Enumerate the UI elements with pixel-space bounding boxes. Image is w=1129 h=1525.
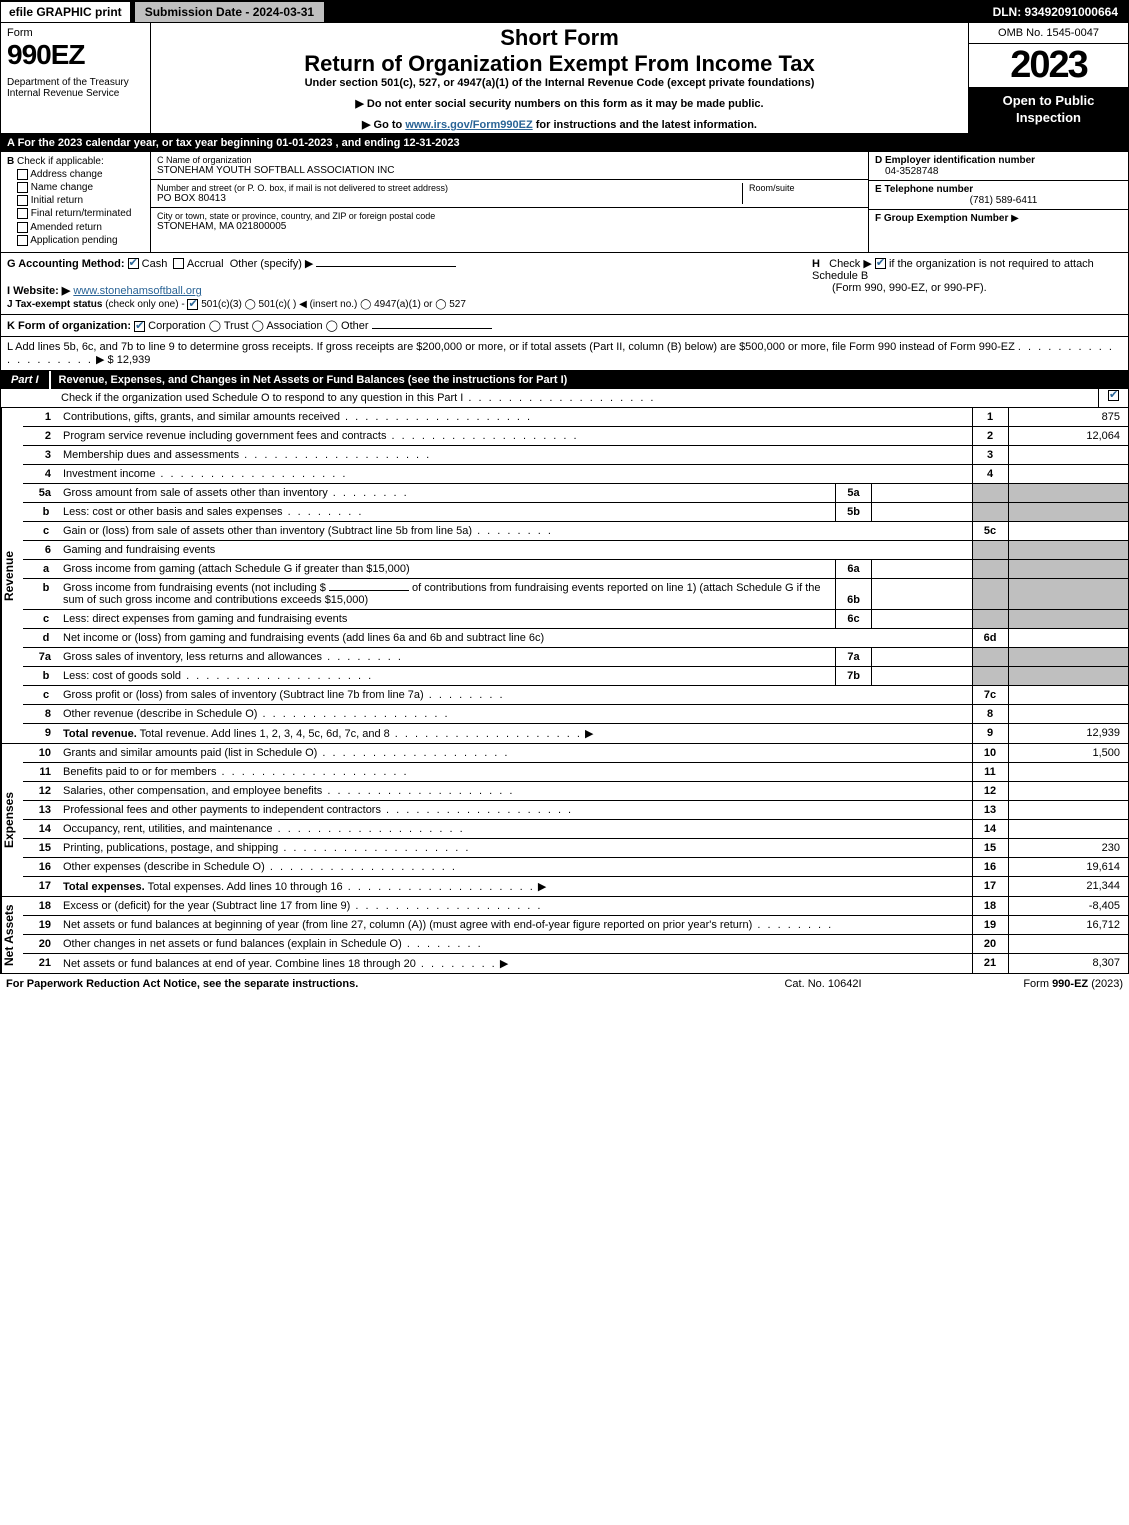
row-i: I Website: ▶ www.stonehamsoftball.org <box>7 284 802 297</box>
goto-line: ▶ Go to www.irs.gov/Form990EZ for instru… <box>159 118 960 131</box>
room-label: Room/suite <box>749 183 862 193</box>
website-link[interactable]: www.stonehamsoftball.org <box>73 285 201 297</box>
header-center: Short Form Return of Organization Exempt… <box>151 23 968 133</box>
row-h: H Check ▶ if the organization is not req… <box>802 257 1122 310</box>
short-form-title: Short Form <box>159 25 960 51</box>
val-18: -8,405 <box>1008 897 1128 916</box>
val-9: 12,939 <box>1008 723 1128 743</box>
val-15: 230 <box>1008 838 1128 857</box>
meta-ghijk: G Accounting Method: Cash Accrual Other … <box>1 253 1128 315</box>
tax-year: 2023 <box>969 44 1128 87</box>
val-2: 12,064 <box>1008 426 1128 445</box>
chk-amended-return[interactable]: Amended return <box>17 222 144 233</box>
omb-label: OMB No. 1545-0047 <box>969 23 1128 44</box>
revenue-section: Revenue 1Contributions, gifts, grants, a… <box>1 408 1128 744</box>
header-right: OMB No. 1545-0047 2023 Open to Public In… <box>968 23 1128 133</box>
val-17: 21,344 <box>1008 876 1128 896</box>
form-container: efile GRAPHIC print Submission Date - 20… <box>0 0 1129 974</box>
chk-part1-scho[interactable] <box>1108 390 1119 401</box>
f-group-label: F Group Exemption Number <box>875 213 1008 224</box>
row-k: K Form of organization: Corporation ◯ Tr… <box>1 315 1128 337</box>
footer-left: For Paperwork Reduction Act Notice, see … <box>6 978 723 990</box>
netassets-table: 18Excess or (deficit) for the year (Subt… <box>23 897 1128 973</box>
expenses-side-label: Expenses <box>1 744 23 896</box>
chk-h[interactable] <box>875 258 886 269</box>
topbar: efile GRAPHIC print Submission Date - 20… <box>1 1 1128 23</box>
part1-sub: Check if the organization used Schedule … <box>1 389 1128 408</box>
addr-label: Number and street (or P. O. box, if mail… <box>157 183 742 193</box>
val-19: 16,712 <box>1008 915 1128 934</box>
d-ein-value: 04-3528748 <box>875 166 1122 177</box>
org-name: STONEHAM YOUTH SOFTBALL ASSOCIATION INC <box>157 165 862 176</box>
val-21: 8,307 <box>1008 953 1128 973</box>
open-inspection-badge: Open to Public Inspection <box>969 87 1128 133</box>
d-ein-label: D Employer identification number <box>875 155 1122 166</box>
city-label: City or town, state or province, country… <box>157 211 862 221</box>
chk-application-pending[interactable]: Application pending <box>17 235 144 246</box>
expenses-table: 10Grants and similar amounts paid (list … <box>23 744 1128 896</box>
dln-label: DLN: 93492091000664 <box>983 2 1128 22</box>
form-word: Form <box>7 27 144 39</box>
chk-accrual[interactable] <box>173 258 184 269</box>
revenue-table: 1Contributions, gifts, grants, and simil… <box>23 408 1128 743</box>
form-number: 990EZ <box>7 39 144 71</box>
val-10: 1,500 <box>1008 744 1128 763</box>
row-j: J Tax-exempt status (check only one) - 5… <box>7 299 802 310</box>
submission-date-label: Submission Date - 2024-03-31 <box>134 1 325 23</box>
header-left: Form 990EZ Department of the Treasury In… <box>1 23 151 133</box>
f-arrow-icon: ▶ <box>1011 213 1019 224</box>
row-l: L Add lines 5b, 6c, and 7b to line 9 to … <box>1 337 1128 371</box>
page-footer: For Paperwork Reduction Act Notice, see … <box>0 974 1129 994</box>
b-letter: B <box>7 156 14 167</box>
form-title: Return of Organization Exempt From Incom… <box>159 51 960 77</box>
netassets-section: Net Assets 18Excess or (deficit) for the… <box>1 897 1128 973</box>
chk-cash[interactable] <box>128 258 139 269</box>
col-b-checkboxes: B Check if applicable: Address change Na… <box>1 152 151 252</box>
addr-value: PO BOX 80413 <box>157 193 742 204</box>
form-header: Form 990EZ Department of the Treasury In… <box>1 23 1128 134</box>
footer-right: Form 990-EZ (2023) <box>923 978 1123 990</box>
chk-name-change[interactable]: Name change <box>17 182 144 193</box>
chk-corporation[interactable] <box>134 321 145 332</box>
c-label: C Name of organization <box>157 155 862 165</box>
chk-final-return[interactable]: Final return/terminated <box>17 208 144 219</box>
netassets-side-label: Net Assets <box>1 897 23 973</box>
footer-center: Cat. No. 10642I <box>723 978 923 990</box>
part1-tab: Part I <box>1 371 51 389</box>
l-amount: $ 12,939 <box>108 354 151 366</box>
section-bcdef: B Check if applicable: Address change Na… <box>1 152 1128 253</box>
val-16: 19,614 <box>1008 857 1128 876</box>
b-sub: Check if applicable: <box>17 156 104 167</box>
row-a-tax-year: A For the 2023 calendar year, or tax yea… <box>1 134 1128 152</box>
irs-link[interactable]: www.irs.gov/Form990EZ <box>405 119 532 131</box>
col-c-org-info: C Name of organization STONEHAM YOUTH SO… <box>151 152 868 252</box>
col-def: D Employer identification number 04-3528… <box>868 152 1128 252</box>
expenses-section: Expenses 10Grants and similar amounts pa… <box>1 744 1128 897</box>
city-value: STONEHAM, MA 021800005 <box>157 221 862 232</box>
warning-line: ▶ Do not enter social security numbers o… <box>159 97 960 110</box>
e-phone-label: E Telephone number <box>875 184 1122 195</box>
chk-address-change[interactable]: Address change <box>17 169 144 180</box>
form-subtitle: Under section 501(c), 527, or 4947(a)(1)… <box>159 77 960 89</box>
val-1: 875 <box>1008 408 1128 427</box>
row-g: G Accounting Method: Cash Accrual Other … <box>7 257 802 270</box>
part1-header: Part I Revenue, Expenses, and Changes in… <box>1 371 1128 389</box>
part1-title: Revenue, Expenses, and Changes in Net As… <box>51 371 576 389</box>
efile-print-label[interactable]: efile GRAPHIC print <box>1 2 132 22</box>
chk-initial-return[interactable]: Initial return <box>17 195 144 206</box>
department-label: Department of the Treasury Internal Reve… <box>7 77 144 99</box>
e-phone-value: (781) 589-6411 <box>875 195 1122 206</box>
revenue-side-label: Revenue <box>1 408 23 743</box>
chk-501c3[interactable] <box>187 299 198 310</box>
